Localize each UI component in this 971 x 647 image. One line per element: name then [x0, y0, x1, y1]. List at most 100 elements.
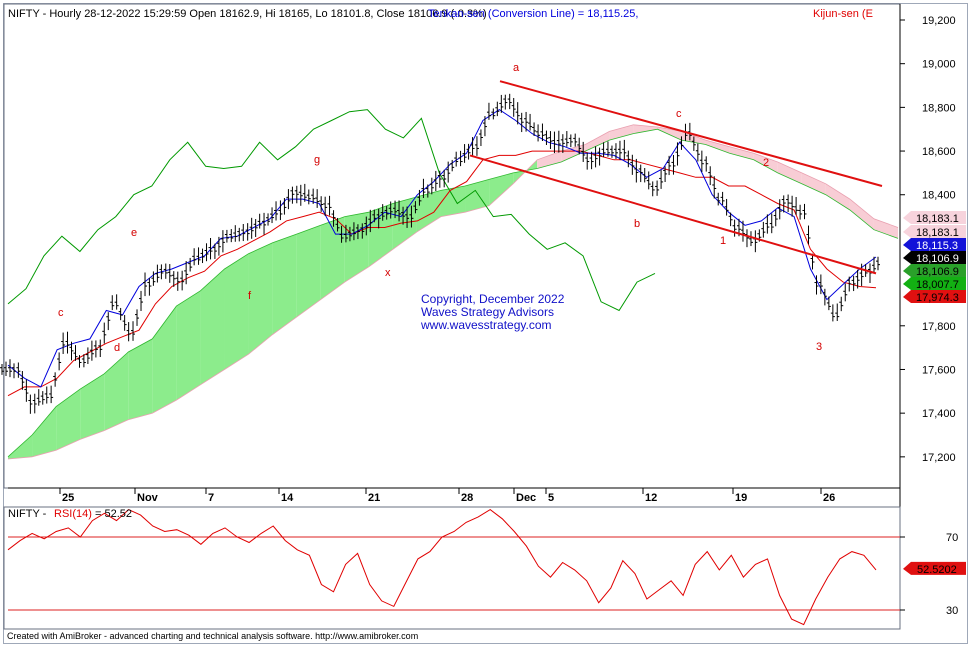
price-y-tick-label: 18,600: [922, 146, 956, 158]
ichimoku-cloud-segment: [753, 153, 778, 173]
ichimoku-cloud-segment: [416, 190, 441, 232]
wave-label: f: [248, 290, 252, 302]
price-y-tick-label: 18,400: [922, 190, 956, 202]
rsi-header-value: = 52.52: [95, 508, 132, 520]
x-tick-label: 28: [461, 492, 473, 504]
kijun-sen-line: [7, 150, 877, 397]
chart-header-kijun: Kijun-sen (E: [813, 8, 873, 20]
last-value-tag: [903, 211, 966, 224]
ichimoku-cloud-segment: [849, 199, 874, 230]
footer-credit: Created with AmiBroker - advanced charti…: [7, 631, 418, 641]
last-value-tag-label: 18,183.1: [916, 227, 959, 239]
x-tick-label: 12: [645, 492, 657, 504]
ichimoku-cloud-segment: [777, 161, 802, 184]
rsi-header-label: RSI(14): [54, 508, 92, 520]
last-value-tag: [903, 277, 966, 290]
x-tick-label: Dec: [516, 492, 536, 504]
ichimoku-cloud-segment: [344, 212, 369, 283]
channel-upper-line: [499, 80, 883, 187]
price-y-tick-label: 18,800: [922, 102, 956, 114]
x-tick-label: 26: [823, 492, 835, 504]
ichimoku-cloud-segment: [825, 183, 850, 211]
ichimoku-cloud-segment: [296, 225, 321, 318]
rsi-value-tag-label: 52.5202: [917, 564, 957, 576]
price-y-tick-label: 17,800: [922, 321, 956, 333]
ichimoku-cloud-segment: [32, 406, 57, 457]
last-value-tag-label: 18,183.1: [916, 213, 959, 225]
tenkan-sen-line: [7, 108, 877, 388]
x-tick-label: 7: [208, 492, 214, 504]
ichimoku-cloud-segment: [248, 242, 273, 355]
ichimoku-cloud-segment: [489, 172, 514, 206]
ichimoku-cloud-segment: [104, 352, 129, 431]
last-value-tag-label: 18,115.3: [916, 240, 958, 252]
ichimoku-cloud-segment: [585, 131, 610, 152]
ichimoku-cloud-segment: [801, 172, 826, 195]
wave-label: c: [58, 307, 64, 319]
wave-label: e: [131, 227, 137, 239]
x-tick-label: Nov: [137, 492, 159, 504]
ichimoku-cloud-segment: [224, 253, 249, 370]
rsi-pane[interactable]: 70 30 52.5202: [3, 506, 966, 630]
ichimoku-cloud-segment: [152, 306, 177, 414]
ichimoku-cloud-segment: [176, 290, 201, 401]
ichimoku-cloud-segment: [320, 216, 345, 300]
wave-label: 1: [720, 235, 726, 247]
chikou-span-line: [7, 109, 656, 312]
last-value-tag-label: 18,106.9: [916, 253, 959, 265]
last-value-tag-label: 17,974.3: [916, 292, 959, 304]
last-value-tag: [903, 290, 966, 303]
copyright-line-3: www.wavesstrategy.com: [420, 318, 551, 332]
ichimoku-cloud-segment: [200, 269, 225, 385]
wave-label: 2: [763, 157, 769, 169]
last-value-tag-label: 18,007.7: [916, 279, 959, 291]
senkou-span-a-line: [7, 128, 899, 458]
wave-label: d: [114, 342, 120, 354]
wave-label: b: [634, 218, 640, 230]
x-tick-label: 19: [735, 492, 747, 504]
copyright-line-2: Waves Strategy Advisors: [421, 305, 554, 319]
ichimoku-cloud-segment: [392, 196, 417, 250]
ichimoku-cloud-segment: [873, 218, 898, 239]
wave-label: c: [676, 108, 682, 120]
last-value-tag: [903, 238, 966, 251]
rsi-pane-frame: [3, 506, 901, 630]
price-y-tick-label: 19,200: [922, 15, 956, 27]
chart-header-ohlc: NIFTY - Hourly 28-12-2022 15:29:59 Open …: [8, 8, 487, 20]
wave-label: a: [513, 62, 520, 74]
ichimoku-cloud-segment: [272, 234, 297, 335]
rsi-header-prefix: NIFTY -: [8, 508, 47, 520]
price-pane[interactable]: 19,200 19,000 18,800 18,600 18,400 17,800 17,6…: [0, 3, 966, 629]
ichimoku-cloud-segment: [128, 338, 153, 420]
ichimoku-cloud-segment: [729, 146, 754, 160]
x-tick-label: 25: [62, 492, 74, 504]
rsi-y-tick-label: 30: [946, 605, 958, 617]
price-y-tick-label: 17,400: [922, 408, 956, 420]
x-tick-label: 5: [548, 492, 554, 504]
ichimoku-cloud-segment: [56, 389, 81, 451]
wave-label: 3: [816, 341, 822, 353]
ichimoku-cloud-segment: [537, 151, 562, 169]
last-value-tag: [903, 264, 966, 277]
ichimoku-cloud-segment: [705, 140, 730, 154]
ichimoku-cloud-segment: [80, 373, 105, 440]
last-value-tag: [903, 251, 966, 264]
wave-label: x: [385, 267, 391, 279]
channel-lower-line: [469, 154, 877, 275]
ichimoku-cloud-segment: [440, 186, 466, 217]
x-tick-label: 21: [368, 492, 380, 504]
wave-label: g: [314, 154, 320, 166]
last-value-tag: [903, 225, 966, 238]
price-y-tick-label: 17,600: [922, 364, 956, 376]
copyright-line-1: Copyright, December 2022: [421, 292, 565, 306]
ichimoku-cloud-segment: [633, 124, 658, 134]
ichimoku-cloud-segment: [609, 124, 634, 141]
rsi-value-tag: [903, 561, 966, 575]
ichimoku-cloud-segment: [657, 127, 682, 141]
rsi-line: [7, 508, 877, 626]
price-y-tick-label: 17,200: [922, 452, 956, 464]
price-y-tick-label: 19,000: [922, 59, 956, 71]
chart-header-tenkan: Tenkan-sen (Conversion Line) = 18,115.25…: [428, 8, 638, 20]
x-tick-label: 14: [281, 492, 294, 504]
